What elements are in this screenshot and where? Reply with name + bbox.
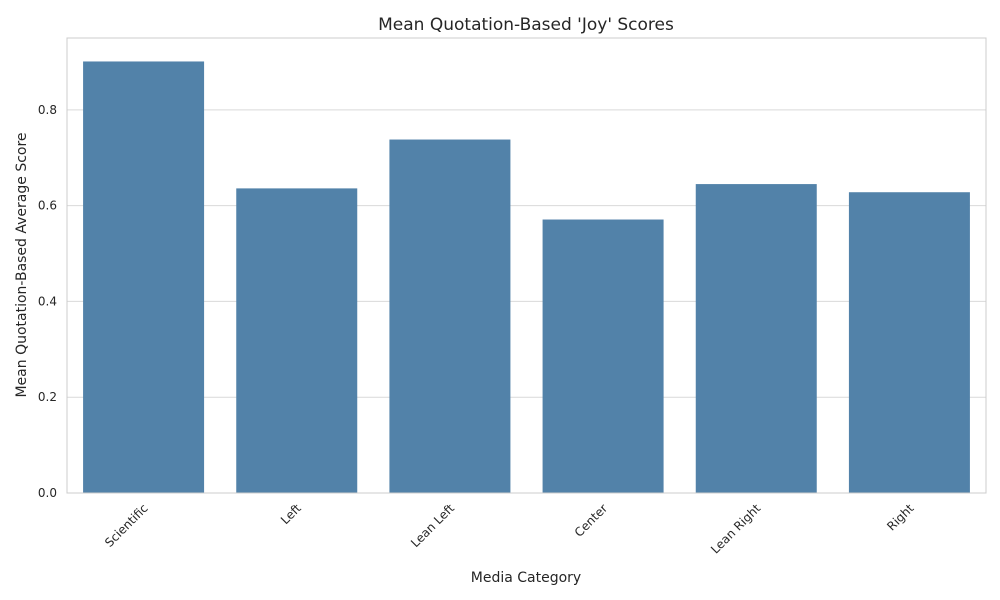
bar-left (236, 188, 358, 494)
x-tick-label: Center (572, 501, 611, 540)
bar-lean-left (389, 139, 511, 493)
bar-scientific (83, 61, 205, 494)
y-tick-label: 0.6 (38, 199, 57, 213)
y-tick-label: 0.8 (38, 103, 57, 117)
x-tick-label: Lean Left (408, 501, 457, 550)
x-tick-label: Left (278, 501, 304, 527)
y-axis-label: Mean Quotation-Based Average Score (14, 132, 30, 397)
y-tick-label: 0.2 (38, 390, 57, 404)
y-tick-label: 0.4 (38, 294, 57, 308)
bar-lean-right (695, 184, 817, 493)
y-tick-labels: 0.0 0.2 0.4 0.6 0.8 (38, 103, 57, 500)
x-tick-label: Right (884, 501, 916, 533)
x-axis-label: Media Category (471, 570, 581, 586)
plot-frame (66, 37, 987, 494)
bar-center (542, 219, 664, 493)
plot-area (67, 38, 986, 493)
chart-title: Mean Quotation-Based 'Joy' Scores (378, 15, 674, 35)
bar-right (848, 192, 970, 493)
x-tick-label: Scientific (102, 501, 151, 550)
x-tick-label: Lean Right (708, 501, 764, 557)
y-tick-label: 0.0 (38, 486, 57, 500)
x-tick-labels: Scientific Left Lean Left Center Lean Right R… (102, 501, 917, 557)
bars (83, 61, 970, 494)
